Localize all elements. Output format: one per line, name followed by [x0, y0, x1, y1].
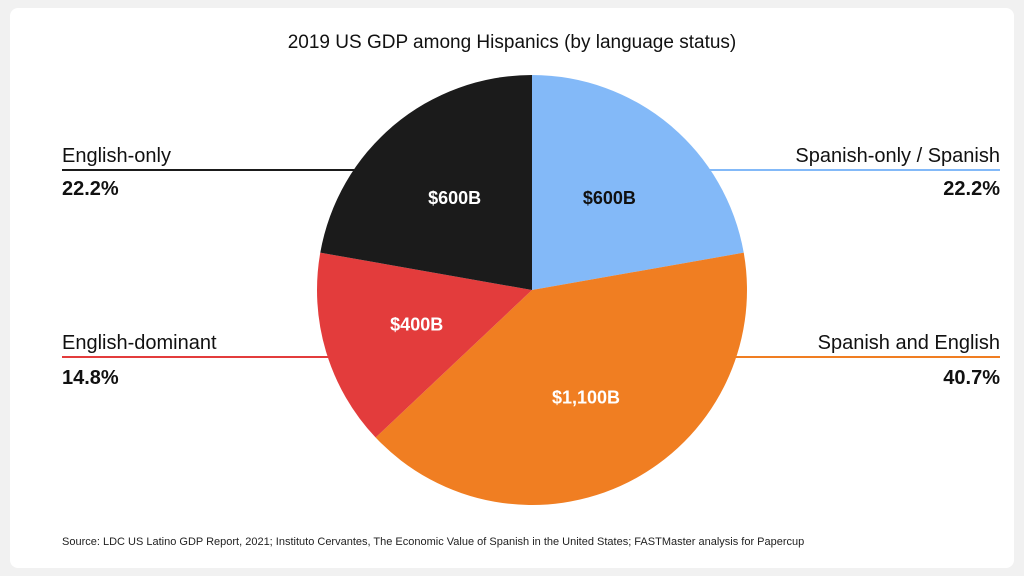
slice-value-label-1: $1,100B [552, 388, 620, 408]
pie-slice-spanish-and-english [375, 252, 747, 505]
chart-title: 2019 US GDP among Hispanics (by language… [287, 32, 737, 53]
legend-name-2: English-dominant [62, 332, 217, 354]
pie-slice-spanish-only-spanish [532, 75, 744, 290]
slice-value-label-2: $400B [390, 315, 443, 335]
legend-name-0: Spanish-only / Spanish [795, 145, 1000, 167]
legend-percent-0: 22.2% [943, 178, 1000, 200]
slice-value-label-0: $600B [583, 188, 636, 208]
legend-name-1: Spanish and English [818, 332, 1000, 354]
legend-percent-1: 40.7% [943, 367, 1000, 389]
pie-slice-english-dominant [317, 252, 532, 438]
slice-value-label-3: $600B [428, 188, 481, 208]
legend-percent-2: 14.8% [62, 367, 119, 389]
source-note: Source: LDC US Latino GDP Report, 2021; … [62, 536, 805, 548]
pie-slice-english-only [320, 75, 532, 290]
legend-percent-3: 22.2% [62, 178, 119, 200]
legend-name-3: English-only [62, 145, 171, 167]
